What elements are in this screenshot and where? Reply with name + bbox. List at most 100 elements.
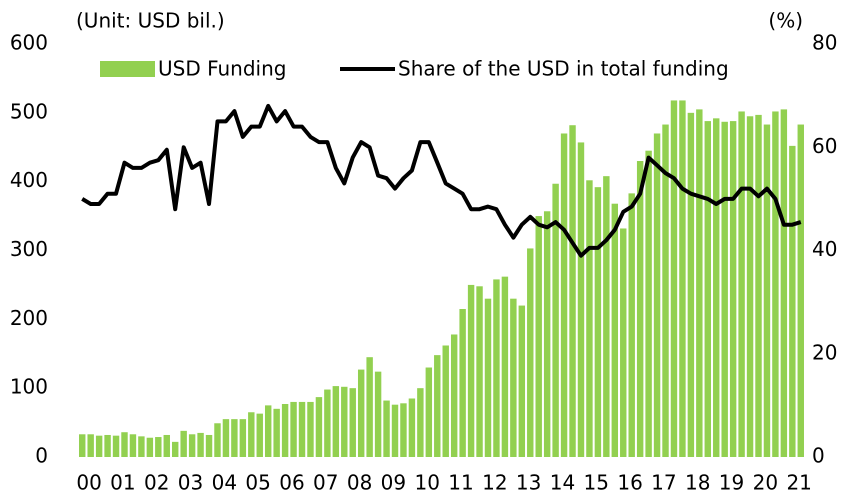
bar	[501, 276, 509, 457]
bar	[205, 434, 213, 457]
bar	[442, 345, 449, 457]
bar	[662, 124, 669, 457]
legend-label: USD Funding	[158, 57, 286, 81]
y2-tick-label: 0	[812, 444, 825, 468]
bar	[484, 298, 492, 457]
bar	[713, 118, 720, 457]
bar	[467, 284, 475, 457]
x-tick-label: 12	[482, 471, 507, 495]
bar	[112, 435, 120, 457]
bar	[763, 124, 771, 457]
y-tick-label: 200	[10, 306, 48, 330]
bar	[391, 404, 399, 457]
bar	[527, 248, 534, 457]
bar	[518, 305, 526, 457]
bar	[704, 121, 711, 458]
bar	[687, 112, 695, 457]
bar	[290, 401, 297, 457]
bar	[653, 133, 661, 457]
bar	[155, 437, 162, 457]
bar	[620, 228, 627, 457]
x-tick-label: 16	[617, 471, 642, 495]
bar	[188, 434, 196, 457]
bar	[95, 435, 103, 457]
bar	[248, 412, 255, 457]
bar	[87, 434, 94, 457]
bar	[129, 434, 137, 457]
x-tick-label: 20	[753, 471, 778, 495]
x-tick-label: 11	[448, 471, 473, 495]
bar	[510, 298, 517, 457]
bar	[180, 430, 187, 457]
x-tick-label: 18	[685, 471, 710, 495]
bar	[281, 403, 289, 457]
bar	[172, 441, 179, 457]
bar	[670, 100, 678, 458]
x-tick-label: 04	[212, 471, 237, 495]
bar	[721, 121, 728, 457]
bar	[332, 386, 340, 457]
bar	[560, 133, 568, 457]
x-tick-label: 03	[178, 471, 203, 495]
bar	[307, 401, 314, 457]
unit-label: (Unit: USD bil.)	[76, 9, 225, 33]
bar	[383, 400, 390, 457]
x-tick-label: 17	[651, 471, 676, 495]
bar	[197, 432, 204, 457]
bar	[459, 309, 466, 457]
x-tick-label: 08	[347, 471, 372, 495]
bar	[417, 388, 424, 457]
bar	[755, 114, 762, 458]
bar	[746, 116, 754, 458]
bar	[636, 161, 644, 457]
bar	[146, 437, 154, 457]
x-tick-label: 15	[584, 471, 609, 495]
bar	[425, 367, 433, 457]
bar	[450, 334, 458, 457]
x-tick-label: 10	[414, 471, 439, 495]
y2-tick-label: 20	[812, 340, 837, 364]
bar	[780, 109, 788, 458]
bar	[543, 211, 551, 457]
bar	[493, 279, 500, 457]
x-tick-label: 21	[786, 471, 811, 495]
y2-tick-label: 60	[812, 134, 837, 158]
bar	[214, 423, 221, 457]
y-tick-label: 600	[10, 31, 48, 55]
bar	[273, 408, 280, 457]
y2-tick-label: 40	[812, 237, 837, 261]
bar	[324, 389, 331, 457]
bar	[729, 121, 737, 458]
x-tick-label: 14	[550, 471, 575, 495]
bar	[163, 434, 170, 457]
x-tick-label: 19	[719, 471, 744, 495]
bar	[121, 432, 128, 457]
bar	[79, 434, 86, 457]
y-tick-label: 500	[10, 99, 48, 123]
bar	[264, 405, 272, 457]
y2-unit-label: (%)	[768, 9, 803, 33]
bar	[603, 176, 610, 457]
bar	[366, 357, 373, 457]
bar	[374, 371, 382, 457]
bar	[349, 388, 356, 457]
bar	[772, 111, 779, 457]
bar	[239, 419, 247, 457]
x-tick-label: 02	[144, 471, 169, 495]
bar	[797, 124, 804, 457]
x-tick-label: 05	[245, 471, 270, 495]
bar	[577, 142, 585, 457]
bar	[315, 397, 323, 457]
x-tick-label: 07	[313, 471, 338, 495]
x-tick-label: 13	[516, 471, 541, 495]
bar	[256, 413, 263, 457]
bar	[357, 369, 365, 457]
line	[81, 103, 802, 258]
bar	[789, 145, 796, 457]
x-tick-label: 09	[381, 471, 406, 495]
bar	[696, 109, 703, 458]
y-tick-label: 0	[35, 444, 48, 468]
bar	[645, 150, 652, 458]
legend-swatch	[100, 61, 155, 77]
